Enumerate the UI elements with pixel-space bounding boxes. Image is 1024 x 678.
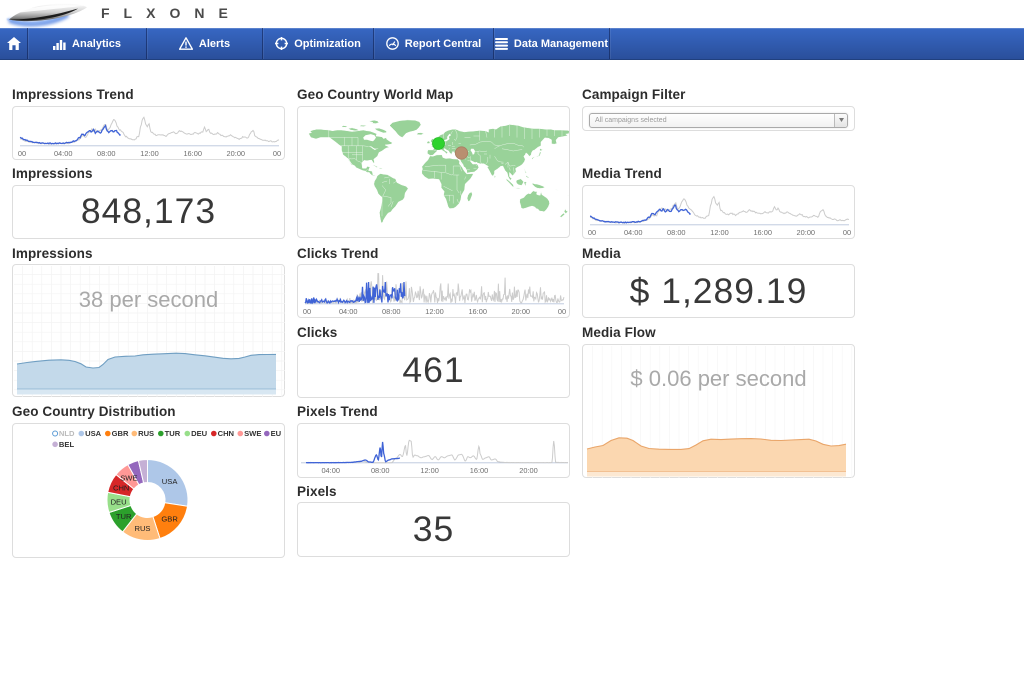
svg-text:20:00: 20:00 <box>227 149 246 158</box>
svg-text:20:00: 20:00 <box>797 228 816 237</box>
svg-text:16:00: 16:00 <box>468 307 487 316</box>
svg-text:GBR: GBR <box>161 514 178 523</box>
svg-text:USA: USA <box>85 429 102 438</box>
svg-text:SWE: SWE <box>244 429 261 438</box>
svg-text:04:00: 04:00 <box>624 228 643 237</box>
svg-text:USA: USA <box>162 476 179 485</box>
svg-text:RUS: RUS <box>134 524 150 533</box>
svg-text:04:00: 04:00 <box>54 149 73 158</box>
svg-text:08:00: 08:00 <box>667 228 686 237</box>
svg-text:NLD: NLD <box>59 429 75 438</box>
svg-text:12:00: 12:00 <box>420 466 439 475</box>
svg-text:08:00: 08:00 <box>371 466 390 475</box>
svg-text:12:00: 12:00 <box>140 149 159 158</box>
svg-text:00: 00 <box>303 307 311 316</box>
svg-text:00: 00 <box>843 228 851 237</box>
svg-text:RUS: RUS <box>138 429 154 438</box>
svg-text:TUR: TUR <box>116 512 132 521</box>
svg-text:GBR: GBR <box>112 429 129 438</box>
svg-text:00: 00 <box>18 149 26 158</box>
svg-text:SWE: SWE <box>120 473 137 482</box>
svg-text:12:00: 12:00 <box>425 307 444 316</box>
svg-text:BEL: BEL <box>59 440 75 449</box>
svg-text:DEU: DEU <box>111 497 127 506</box>
svg-text:20:00: 20:00 <box>512 307 531 316</box>
svg-text:04:00: 04:00 <box>321 466 340 475</box>
svg-text:EU: EU <box>271 429 282 438</box>
svg-text:16:00: 16:00 <box>183 149 202 158</box>
svg-text:00: 00 <box>558 307 566 316</box>
svg-text:16:00: 16:00 <box>753 228 772 237</box>
svg-text:16:00: 16:00 <box>470 466 489 475</box>
svg-text:08:00: 08:00 <box>382 307 401 316</box>
svg-text:00: 00 <box>588 228 596 237</box>
svg-text:12:00: 12:00 <box>710 228 729 237</box>
svg-text:DEU: DEU <box>191 429 208 438</box>
svg-text:CHN: CHN <box>113 483 129 492</box>
svg-text:00: 00 <box>273 149 281 158</box>
svg-text:TUR: TUR <box>165 429 181 438</box>
svg-text:08:00: 08:00 <box>97 149 116 158</box>
svg-text:04:00: 04:00 <box>339 307 358 316</box>
svg-text:CHN: CHN <box>218 429 234 438</box>
svg-text:20:00: 20:00 <box>519 466 538 475</box>
